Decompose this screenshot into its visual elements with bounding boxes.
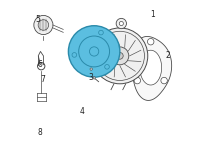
Circle shape bbox=[119, 21, 123, 26]
Circle shape bbox=[147, 39, 154, 45]
Circle shape bbox=[93, 77, 95, 79]
Text: 8: 8 bbox=[37, 128, 42, 137]
Circle shape bbox=[99, 30, 103, 35]
Circle shape bbox=[92, 28, 148, 84]
Circle shape bbox=[161, 77, 167, 84]
Polygon shape bbox=[140, 50, 162, 85]
Text: 4: 4 bbox=[80, 107, 85, 116]
Text: 2: 2 bbox=[165, 51, 170, 60]
Circle shape bbox=[116, 18, 126, 29]
Circle shape bbox=[111, 47, 129, 65]
Polygon shape bbox=[132, 36, 172, 100]
Circle shape bbox=[68, 26, 120, 77]
Text: 3: 3 bbox=[89, 73, 94, 82]
Circle shape bbox=[105, 65, 109, 69]
Text: 7: 7 bbox=[40, 75, 45, 84]
Text: 6: 6 bbox=[37, 60, 42, 69]
Circle shape bbox=[38, 20, 49, 30]
Circle shape bbox=[90, 68, 92, 70]
Circle shape bbox=[89, 47, 99, 56]
Text: 1: 1 bbox=[151, 10, 155, 19]
Circle shape bbox=[134, 77, 141, 84]
Text: 5: 5 bbox=[36, 15, 41, 24]
Circle shape bbox=[72, 53, 77, 57]
Circle shape bbox=[116, 52, 123, 59]
Circle shape bbox=[34, 15, 53, 35]
